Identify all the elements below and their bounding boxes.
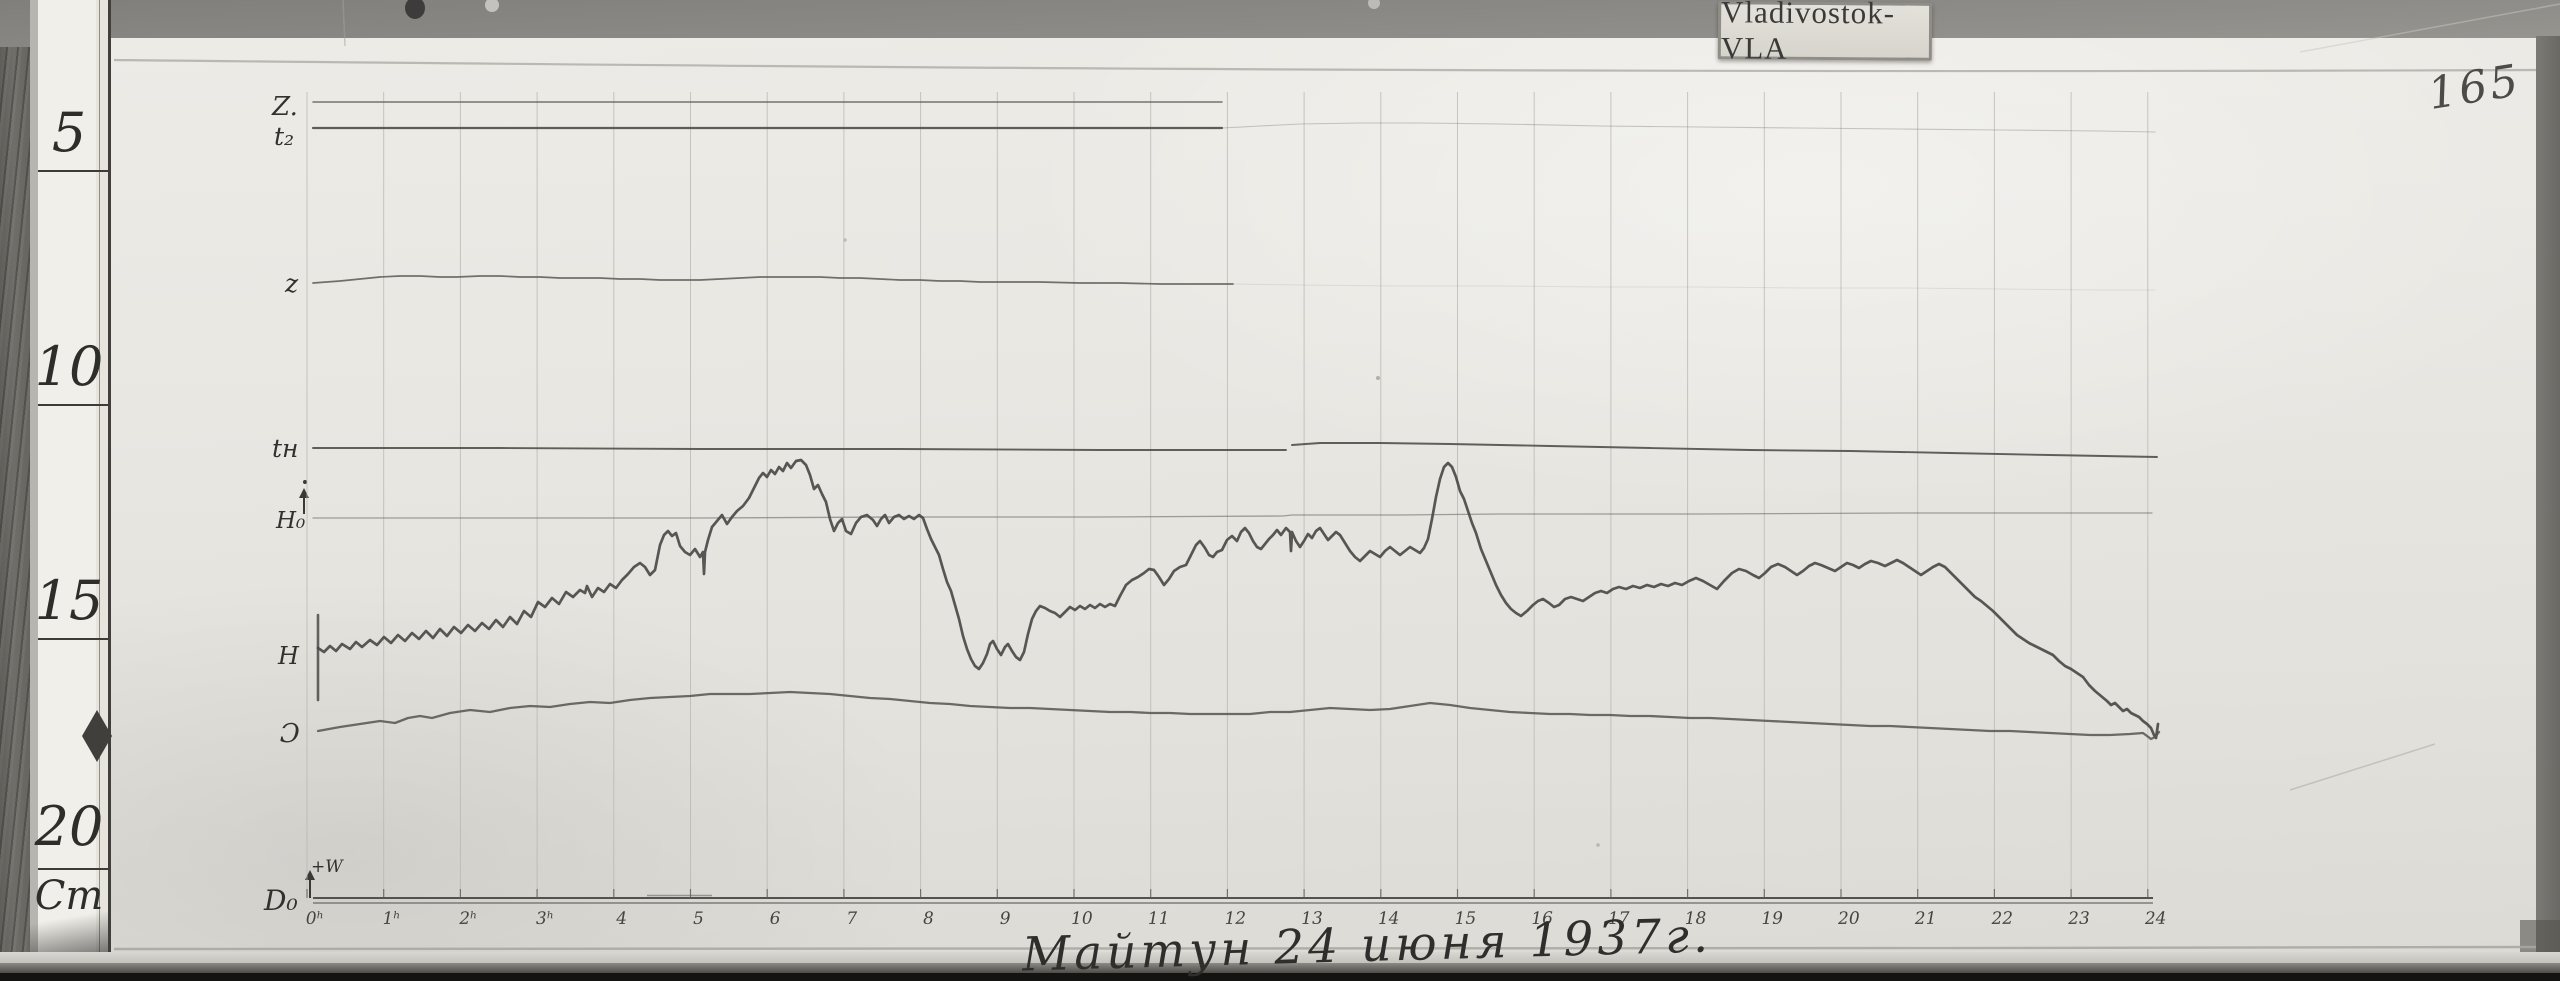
photo-bottom-black-edge: [0, 973, 2560, 981]
label-D: Ɔ: [280, 719, 300, 749]
hour-label-2: 2ʰ: [458, 909, 478, 929]
hour-label-16: 16: [1531, 909, 1553, 929]
ruler-unit-label: Cm: [34, 873, 104, 919]
ruler-mark-15: 15: [34, 569, 104, 632]
dust-speck: [1596, 843, 1600, 847]
series-tn-line-left: [312, 447, 1287, 451]
scratch: [2289, 743, 2436, 791]
label-tn: tн: [272, 434, 299, 463]
band-seam: [342, 0, 346, 47]
hour-label-19: 19: [1761, 909, 1783, 929]
hour-label-13: 13: [1301, 909, 1323, 929]
sheet-top-seam: [113, 58, 2537, 73]
trace-curves: [311, 101, 2161, 741]
hour-label-6: 6: [770, 909, 781, 929]
hour-label-23: 23: [2067, 909, 2090, 929]
hour-label-10: 10: [1071, 909, 1093, 929]
hour-label-4: 4: [615, 909, 627, 929]
label-plusW: +W: [311, 857, 344, 877]
ruler-tick: [38, 868, 108, 870]
hour-label-18: 18: [1685, 909, 1707, 929]
hour-label-12: 12: [1224, 909, 1246, 929]
ruler-shadow: [30, 912, 108, 958]
ruler-tick: [38, 170, 108, 172]
label-D0: D₀: [263, 884, 298, 917]
hour-gridlines: [306, 92, 2149, 897]
cm-ruler: 5 10 15 20 Cm: [30, 0, 112, 958]
hour-label-14: 14: [1378, 909, 1400, 929]
pin-head: [405, 0, 425, 19]
highlight-blob: [1368, 0, 1380, 9]
label-t2: t₂: [274, 122, 294, 151]
series-z-trace-faint: [1232, 283, 2156, 291]
series-H-trace: [316, 458, 2160, 740]
series-z-trace: [312, 275, 1234, 285]
sheet-bottom-seam: [113, 945, 2537, 952]
series-D-trace: [316, 690, 2161, 741]
hour-label-0: 0ʰ: [306, 909, 325, 929]
hour-label-3: 3ʰ: [536, 909, 555, 929]
photo-bottom-dark-strip: [0, 963, 2560, 974]
hour-label-5: 5: [693, 909, 704, 929]
time-axis: [306, 889, 2153, 904]
hour-label-21: 21: [1914, 909, 1937, 929]
hour-tick-labels: 0ʰ 1ʰ 2ʰ 3ʰ 4 5 6 7 8 9 10 11 12 13 14 15 16 17 18 19 20 21 22…: [306, 909, 2167, 929]
station-tag-label: Vladivostok-VLA: [1720, 0, 1896, 66]
ruler-mark-20: 20: [34, 795, 104, 858]
label-H0: H₀: [275, 508, 305, 534]
highlight-blob: [485, 0, 499, 12]
ruler-tick: [38, 404, 108, 406]
label-Z: Z.: [271, 92, 298, 122]
hour-label-8: 8: [923, 909, 934, 929]
ruler-tick: [38, 638, 108, 640]
series-H0-baseline: [312, 512, 2153, 519]
hour-label-1: 1ʰ: [382, 909, 401, 929]
hour-label-22: 22: [1990, 909, 2013, 929]
station-tag: Vladivostok-VLA: [1717, 0, 1933, 66]
photo-bottom-shade: [0, 952, 2560, 964]
series-tn-line-right: [1291, 442, 2158, 458]
hour-label-7: 7: [846, 909, 857, 929]
scratch: [2299, 3, 2560, 53]
hour-label-20: 20: [1837, 909, 1860, 929]
wood-background: [0, 0, 34, 981]
hour-label-17: 17: [1608, 909, 1630, 929]
ruler-mark-10: 10: [34, 335, 104, 398]
trace-labels: Z.t₂ z tн H₀ H Ɔ D₀ +W: [263, 92, 344, 917]
hour-label-11: 11: [1148, 909, 1170, 929]
chart-paper: [106, 38, 2538, 963]
ruler-mark-5: 5: [51, 101, 87, 164]
photo-right-edge: [2536, 36, 2560, 976]
hour-label-9: 9: [1000, 909, 1011, 929]
dust-speck: [1376, 376, 1380, 380]
series-t2-trace-faint: [1221, 122, 2156, 133]
label-H: H: [277, 642, 300, 670]
hour-label-24: 24: [2144, 909, 2167, 929]
label-z: z: [284, 269, 299, 298]
hour-label-15: 15: [1454, 909, 1476, 929]
